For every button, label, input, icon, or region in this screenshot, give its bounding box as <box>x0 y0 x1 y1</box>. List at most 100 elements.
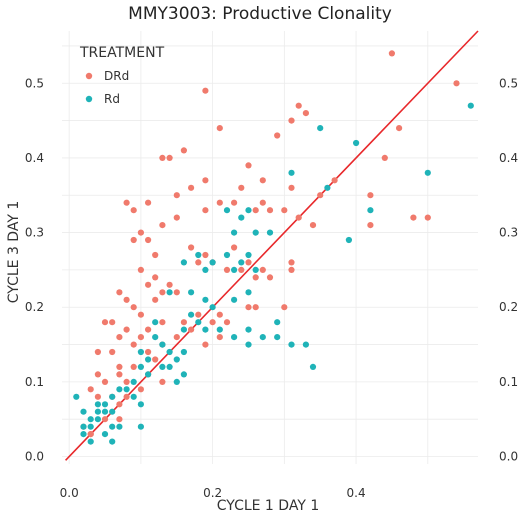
point-drd <box>145 199 152 206</box>
point-rd <box>137 363 144 370</box>
point-drd <box>367 222 374 229</box>
point-rd <box>202 296 209 303</box>
point-drd <box>137 311 144 318</box>
y-tick-label-right: 0.0 <box>499 450 518 464</box>
point-rd <box>130 393 137 400</box>
point-drd <box>101 378 109 385</box>
point-rd <box>302 341 309 348</box>
point-drd <box>145 281 152 288</box>
point-rd <box>159 363 166 370</box>
point-rd <box>353 139 360 147</box>
legend: TREATMENT DRd Rd <box>79 45 165 106</box>
point-rd <box>173 356 180 363</box>
point-drd <box>180 147 187 154</box>
point-rd <box>223 251 231 259</box>
point-drd <box>101 319 109 326</box>
y-tick-label-right: 0.4 <box>499 151 518 165</box>
point-drd <box>231 244 238 251</box>
point-rd <box>94 401 101 408</box>
point-rd <box>245 251 252 259</box>
point-rd <box>467 102 474 109</box>
point-rd <box>145 356 152 363</box>
point-drd <box>288 184 295 191</box>
y-tick-label-left: 0.3 <box>25 226 44 240</box>
legend-label-rd: Rd <box>104 92 120 106</box>
point-drd <box>116 401 123 408</box>
point-drd <box>130 207 137 214</box>
point-drd <box>202 251 209 259</box>
point-drd <box>159 154 166 161</box>
point-drd <box>116 371 123 378</box>
point-drd <box>173 289 180 296</box>
point-drd <box>295 214 302 221</box>
point-rd <box>252 266 259 273</box>
point-drd <box>123 378 130 385</box>
point-drd <box>123 296 130 303</box>
point-rd <box>166 363 173 370</box>
point-rd <box>152 319 159 326</box>
point-drd <box>109 319 116 326</box>
point-drd <box>216 125 223 132</box>
point-rd <box>123 386 130 393</box>
y-tick-label-right: 0.2 <box>499 300 518 314</box>
point-drd <box>137 229 144 236</box>
point-rd <box>274 319 281 326</box>
point-rd <box>231 296 238 303</box>
y-tick-label-left: 0.1 <box>25 375 44 389</box>
point-rd <box>116 423 123 430</box>
point-drd <box>173 214 180 221</box>
point-drd <box>216 199 223 206</box>
point-drd <box>223 319 231 326</box>
point-drd <box>188 184 195 191</box>
point-drd <box>202 177 209 184</box>
point-drd <box>123 393 130 400</box>
point-drd <box>87 386 94 393</box>
point-drd <box>309 222 317 229</box>
x-axis-title: CYCLE 1 DAY 1 <box>217 498 319 514</box>
point-drd <box>288 259 295 266</box>
point-drd <box>94 371 101 378</box>
point-rd <box>137 423 144 430</box>
point-drd <box>159 289 166 296</box>
point-drd <box>223 266 231 273</box>
point-drd <box>245 259 252 266</box>
point-rd <box>288 341 295 348</box>
point-drd <box>453 80 460 87</box>
point-rd <box>231 334 238 341</box>
x-tick-label: 0.4 <box>347 486 366 500</box>
point-rd <box>109 438 116 445</box>
point-drd <box>259 177 266 184</box>
point-rd <box>130 378 137 385</box>
point-rd <box>80 408 87 415</box>
point-rd <box>166 289 173 296</box>
point-drd <box>281 207 288 214</box>
point-drd <box>159 222 166 229</box>
point-drd <box>388 50 395 57</box>
point-rd <box>116 386 123 393</box>
point-rd <box>173 378 180 385</box>
point-drd <box>245 304 252 311</box>
point-drd <box>87 431 94 438</box>
point-drd <box>266 274 274 281</box>
point-drd <box>281 304 288 311</box>
point-rd <box>238 214 245 221</box>
point-drd <box>166 281 173 288</box>
y-tick-label-left: 0.0 <box>25 450 44 464</box>
point-drd <box>180 319 187 326</box>
point-drd <box>424 214 431 221</box>
point-rd <box>87 423 94 430</box>
point-drd <box>396 125 403 132</box>
point-drd <box>288 117 295 124</box>
point-rd <box>231 266 238 273</box>
point-drd <box>274 132 281 139</box>
point-drd <box>188 326 195 333</box>
point-drd <box>123 199 130 206</box>
point-drd <box>173 334 180 341</box>
x-tick-label: 0.0 <box>60 486 79 500</box>
point-rd <box>367 207 374 214</box>
point-rd <box>109 393 116 400</box>
point-drd <box>173 192 180 199</box>
point-drd <box>152 274 159 281</box>
data-points <box>73 50 474 445</box>
point-rd <box>238 259 245 266</box>
